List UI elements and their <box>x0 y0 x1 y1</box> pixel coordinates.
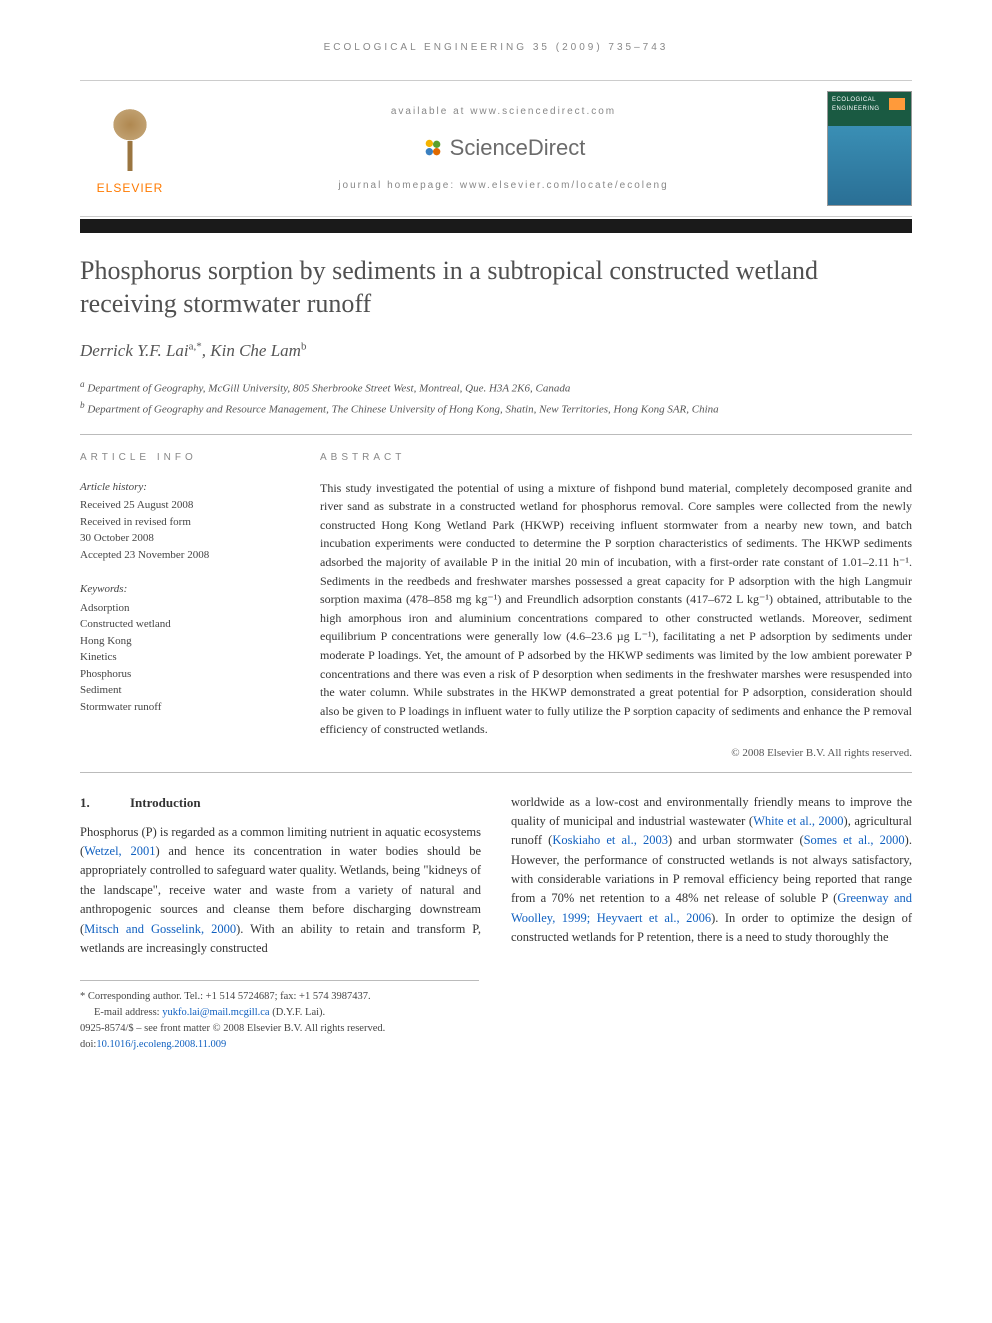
cover-label: ECOLOGICAL ENGINEERING <box>832 96 911 114</box>
authors: Derrick Y.F. Laia,*, Kin Che Lamb <box>80 338 912 364</box>
citation-link[interactable]: White et al., 2000 <box>753 814 843 828</box>
doi-line: doi:10.1016/j.ecoleng.2008.11.009 <box>80 1037 479 1053</box>
footnotes: * Corresponding author. Tel.: +1 514 572… <box>80 980 479 1052</box>
info-heading: article info <box>80 450 290 465</box>
keyword: Kinetics <box>80 649 290 666</box>
keyword: Adsorption <box>80 600 290 617</box>
citation-link[interactable]: Mitsch and Gosselink, 2000 <box>84 922 236 936</box>
body-para: Phosphorus (P) is regarded as a common l… <box>80 823 481 959</box>
accepted: Accepted 23 November 2008 <box>80 547 290 564</box>
header-black-bar <box>80 219 912 233</box>
abstract: abstract This study investigated the pot… <box>320 450 912 762</box>
article-title: Phosphorus sorption by sediments in a su… <box>80 255 912 320</box>
citation-link[interactable]: Koskiaho et al., 2003 <box>552 833 668 847</box>
section-heading: 1.Introduction <box>80 793 481 813</box>
keyword: Hong Kong <box>80 633 290 650</box>
section-title: Introduction <box>130 795 201 810</box>
keyword: Constructed wetland <box>80 616 290 633</box>
revised-2: 30 October 2008 <box>80 530 290 547</box>
keyword: Sediment <box>80 682 290 699</box>
keywords-label: Keywords: <box>80 581 290 598</box>
keyword: Stormwater runoff <box>80 699 290 716</box>
author-1-sup: a,* <box>189 340 202 352</box>
affiliations: a Department of Geography, McGill Univer… <box>80 378 912 419</box>
divider-bottom <box>80 772 912 773</box>
doi-link[interactable]: 10.1016/j.ecoleng.2008.11.009 <box>96 1039 226 1050</box>
article-history: Article history: Received 25 August 2008… <box>80 479 290 564</box>
available-at: available at www.sciencedirect.com <box>180 104 827 119</box>
body-col-left: 1.Introduction Phosphorus (P) is regarde… <box>80 793 481 959</box>
publisher-logo: ELSEVIER <box>80 100 180 197</box>
affiliation-b: b Department of Geography and Resource M… <box>80 399 912 419</box>
journal-homepage: journal homepage: www.elsevier.com/locat… <box>180 178 827 193</box>
elsevier-tree-icon <box>95 100 165 175</box>
corresponding-author: * Corresponding author. Tel.: +1 514 572… <box>80 989 479 1005</box>
masthead-center: available at www.sciencedirect.com Scien… <box>180 104 827 193</box>
running-header: ecological engineering 35 (2009) 735–743 <box>80 40 912 55</box>
affiliation-a: a Department of Geography, McGill Univer… <box>80 378 912 398</box>
received: Received 25 August 2008 <box>80 497 290 514</box>
sciencedirect-text: ScienceDirect <box>450 131 586 164</box>
abstract-text: This study investigated the potential of… <box>320 479 912 739</box>
author-sep: , <box>202 341 211 360</box>
keyword: Phosphorus <box>80 666 290 683</box>
citation-link[interactable]: Somes et al., 2000 <box>804 833 905 847</box>
email-line: E-mail address: yukfo.lai@mail.mcgill.ca… <box>94 1005 479 1021</box>
sciencedirect-logo: ScienceDirect <box>422 131 586 164</box>
keywords-block: Keywords: Adsorption Constructed wetland… <box>80 581 290 715</box>
journal-cover: ECOLOGICAL ENGINEERING <box>827 91 912 206</box>
email-link[interactable]: yukfo.lai@mail.mcgill.ca <box>162 1007 269 1018</box>
revised-1: Received in revised form <box>80 514 290 531</box>
body-para: worldwide as a low-cost and environmenta… <box>511 793 912 948</box>
citation-link[interactable]: Wetzel, 2001 <box>84 844 155 858</box>
author-2: Kin Che Lam <box>210 341 301 360</box>
page: ecological engineering 35 (2009) 735–743… <box>0 0 992 1082</box>
body-col-right: worldwide as a low-cost and environmenta… <box>511 793 912 959</box>
abstract-heading: abstract <box>320 450 912 465</box>
history-label: Article history: <box>80 479 290 496</box>
info-abstract-row: article info Article history: Received 2… <box>80 450 912 762</box>
section-number: 1. <box>80 793 130 813</box>
divider-top <box>80 434 912 435</box>
publisher-name: ELSEVIER <box>97 179 164 197</box>
masthead: ELSEVIER available at www.sciencedirect.… <box>80 80 912 217</box>
body-columns: 1.Introduction Phosphorus (P) is regarde… <box>80 793 912 959</box>
sciencedirect-icon <box>422 137 444 159</box>
article-info: article info Article history: Received 2… <box>80 450 290 762</box>
abstract-copyright: © 2008 Elsevier B.V. All rights reserved… <box>320 745 912 762</box>
author-2-sup: b <box>301 340 307 352</box>
author-1: Derrick Y.F. Lai <box>80 341 189 360</box>
front-matter: 0925-8574/$ – see front matter © 2008 El… <box>80 1021 479 1037</box>
